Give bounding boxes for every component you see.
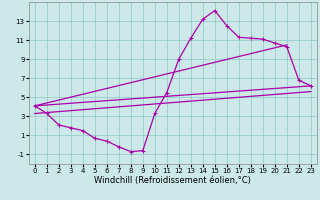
X-axis label: Windchill (Refroidissement éolien,°C): Windchill (Refroidissement éolien,°C) (94, 176, 251, 185)
